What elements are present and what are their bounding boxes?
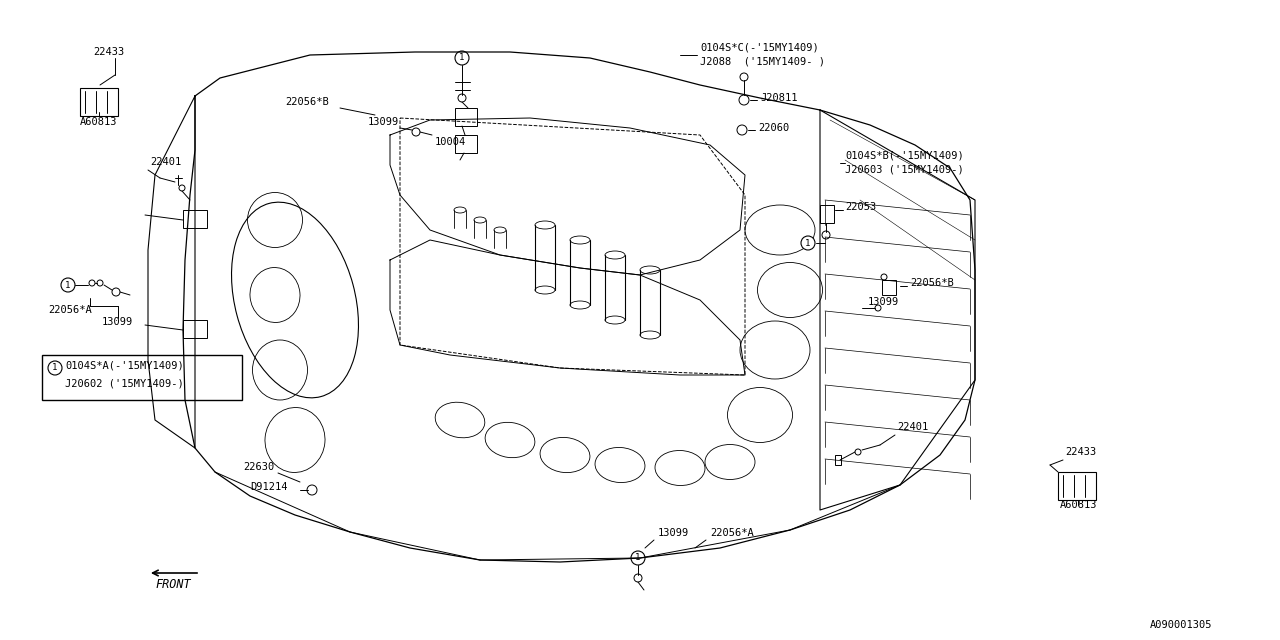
Text: 1: 1 xyxy=(635,554,641,563)
Text: 13099: 13099 xyxy=(369,117,399,127)
Text: 13099: 13099 xyxy=(868,297,900,307)
Text: 1: 1 xyxy=(52,364,58,372)
Text: J20602 ('15MY1409-): J20602 ('15MY1409-) xyxy=(65,378,184,388)
Bar xyxy=(835,455,841,465)
Text: 22401: 22401 xyxy=(897,422,928,432)
Text: 1: 1 xyxy=(460,54,465,63)
Text: 22630: 22630 xyxy=(243,462,274,472)
Text: J20603 ('15MY1409-): J20603 ('15MY1409-) xyxy=(845,165,964,175)
Text: 1: 1 xyxy=(65,280,70,289)
Text: 0104S*B(-'15MY1409): 0104S*B(-'15MY1409) xyxy=(845,150,964,160)
Text: 13099: 13099 xyxy=(102,317,133,327)
Text: 22401: 22401 xyxy=(150,157,182,167)
Text: A60813: A60813 xyxy=(1060,500,1097,510)
Text: 22433: 22433 xyxy=(1065,447,1096,457)
Text: 13099: 13099 xyxy=(658,528,689,538)
Bar xyxy=(454,108,477,126)
Bar xyxy=(183,210,207,228)
Bar xyxy=(820,205,835,223)
Circle shape xyxy=(61,278,76,292)
Bar xyxy=(42,355,242,400)
Bar xyxy=(79,88,118,116)
Text: 22433: 22433 xyxy=(93,47,124,57)
Text: 22060: 22060 xyxy=(758,123,790,133)
Text: 22053: 22053 xyxy=(845,202,877,212)
Text: J2088  ('15MY1409- ): J2088 ('15MY1409- ) xyxy=(700,57,826,67)
Text: J20811: J20811 xyxy=(760,93,797,103)
Text: FRONT: FRONT xyxy=(155,579,191,591)
Bar xyxy=(882,280,896,295)
Text: 22056*A: 22056*A xyxy=(710,528,754,538)
Bar xyxy=(454,135,477,153)
Text: A090001305: A090001305 xyxy=(1149,620,1212,630)
Circle shape xyxy=(454,51,468,65)
Text: 0104S*A(-'15MY1409): 0104S*A(-'15MY1409) xyxy=(65,361,184,371)
Text: 0104S*C(-'15MY1409): 0104S*C(-'15MY1409) xyxy=(700,42,819,52)
Text: 22056*B: 22056*B xyxy=(910,278,954,288)
Text: 22056*B: 22056*B xyxy=(285,97,329,107)
Text: D91214: D91214 xyxy=(250,482,288,492)
Circle shape xyxy=(49,361,61,375)
Bar xyxy=(1059,472,1096,500)
Circle shape xyxy=(801,236,815,250)
Circle shape xyxy=(631,551,645,565)
Text: 1: 1 xyxy=(805,239,810,248)
Text: 10004: 10004 xyxy=(435,137,466,147)
Text: 22056*A: 22056*A xyxy=(49,305,92,315)
Bar xyxy=(183,320,207,338)
Text: A60813: A60813 xyxy=(79,117,118,127)
